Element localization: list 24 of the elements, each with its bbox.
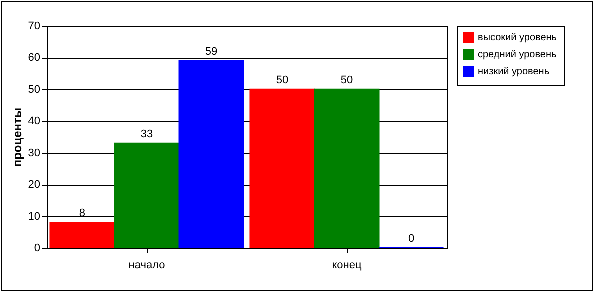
bar xyxy=(314,88,380,248)
bar xyxy=(50,222,116,248)
data-label: 0 xyxy=(408,233,415,245)
y-axis-title: проценты xyxy=(10,108,24,168)
x-tick-label: начало xyxy=(128,260,166,272)
bar xyxy=(178,60,244,248)
legend-label: высокий уровень xyxy=(478,32,558,44)
bar xyxy=(114,142,180,248)
y-tick-label: 30 xyxy=(28,147,40,160)
data-label: 33 xyxy=(140,128,154,140)
y-tick-label: 0 xyxy=(34,242,40,254)
legend-label: средний уровень xyxy=(478,50,557,60)
legend-label: низкий уровень xyxy=(478,66,550,78)
y-tick-label: 50 xyxy=(28,84,40,96)
y-tick-label: 70 xyxy=(28,20,40,32)
y-tick-label: 10 xyxy=(28,210,40,223)
bar xyxy=(250,88,316,248)
y-tick-label: 40 xyxy=(28,116,40,128)
x-tick-label: конец xyxy=(332,260,362,272)
y-tick-label: 20 xyxy=(28,179,40,192)
y-tick-label: 60 xyxy=(28,52,40,64)
data-label: 59 xyxy=(205,46,218,58)
data-label: 50 xyxy=(276,74,289,86)
data-label: 50 xyxy=(340,74,354,86)
